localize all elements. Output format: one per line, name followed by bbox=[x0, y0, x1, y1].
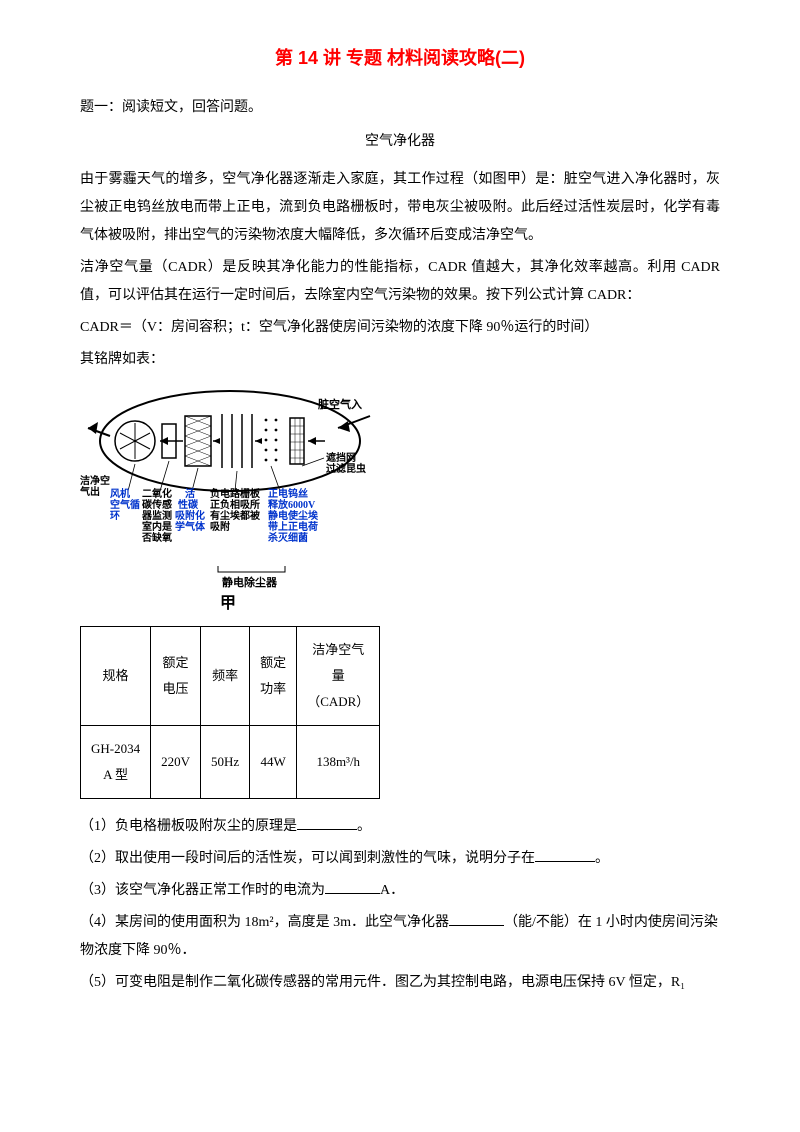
q4-text: （4）某房间的使用面积为 18m²，高度是 3m．此空气净化器 bbox=[80, 915, 449, 930]
svg-text:遮挡网: 遮挡网 bbox=[326, 451, 356, 464]
svg-text:正负相吸所: 正负相吸所 bbox=[210, 498, 260, 511]
td-cadr: 138m³/h bbox=[297, 726, 380, 799]
svg-text:洁净空: 洁净空 bbox=[80, 474, 110, 487]
svg-text:碳传感: 碳传感 bbox=[142, 498, 172, 511]
paragraph-1: 由于雾霾天气的增多，空气净化器逐渐走入家庭，其工作过程（如图甲）是：脏空气进入净… bbox=[80, 166, 720, 250]
blank-4 bbox=[449, 912, 504, 926]
svg-text:带上正电荷: 带上正电荷 bbox=[268, 520, 318, 533]
svg-text:有尘埃都被: 有尘埃都被 bbox=[210, 509, 261, 522]
svg-text:吸附化: 吸附化 bbox=[175, 509, 205, 522]
q1-end: 。 bbox=[357, 819, 371, 834]
question-1: （1）负电格栅板吸附灰尘的原理是 。 bbox=[80, 813, 720, 841]
q3-text: （3）该空气净化器正常工作时的电流为 bbox=[80, 883, 325, 898]
svg-text:二氧化: 二氧化 bbox=[142, 487, 172, 500]
svg-text:活: 活 bbox=[185, 487, 195, 500]
spec-table: 规格 额定 电压 频率 额定 功率 洁净空气 量 （CADR） GH‐2034 … bbox=[80, 626, 380, 799]
q3-end: A． bbox=[380, 883, 404, 898]
svg-text:器监测: 器监测 bbox=[141, 509, 172, 522]
th-spec: 规格 bbox=[81, 627, 151, 726]
paragraph-3: 其铭牌如表： bbox=[80, 346, 720, 374]
intro-text: 题一：阅读短文，回答问题。 bbox=[80, 94, 720, 122]
svg-text:负电路栅板: 负电路栅板 bbox=[210, 487, 261, 500]
page-title: 第 14 讲 专题 材料阅读攻略(二) bbox=[80, 40, 720, 76]
th-freq: 频率 bbox=[201, 627, 250, 726]
svg-text:过滤昆虫: 过滤昆虫 bbox=[326, 462, 366, 475]
svg-text:吸附: 吸附 bbox=[210, 520, 230, 533]
svg-text:风机: 风机 bbox=[110, 487, 130, 500]
diagram-container: 脏空气入 bbox=[80, 386, 720, 616]
q2-end: 。 bbox=[595, 851, 609, 866]
svg-text:正电钨丝: 正电钨丝 bbox=[268, 487, 308, 500]
svg-text:气出: 气出 bbox=[80, 485, 100, 498]
td-freq: 50Hz bbox=[201, 726, 250, 799]
svg-text:性碳: 性碳 bbox=[177, 498, 199, 511]
svg-text:释放6000V: 释放6000V bbox=[268, 498, 316, 511]
svg-text:环: 环 bbox=[110, 510, 120, 522]
svg-text:空气循: 空气循 bbox=[110, 498, 140, 511]
td-voltage: 220V bbox=[151, 726, 201, 799]
purifier-diagram: 脏空气入 bbox=[80, 386, 380, 616]
svg-text:否缺氧: 否缺氧 bbox=[141, 531, 172, 544]
th-power: 额定 功率 bbox=[250, 627, 297, 726]
paragraph-2a: 洁净空气量（CADR）是反映其净化能力的性能指标，CADR 值越大，其净化效率越… bbox=[80, 254, 720, 310]
td-power: 44W bbox=[250, 726, 297, 799]
q1-text: （1）负电格栅板吸附灰尘的原理是 bbox=[80, 819, 297, 834]
question-2: （2）取出使用一段时间后的活性炭，可以闻到刺激性的气味，说明分子在 。 bbox=[80, 845, 720, 873]
th-voltage: 额定 电压 bbox=[151, 627, 201, 726]
svg-text:脏空气入: 脏空气入 bbox=[318, 397, 362, 411]
question-3: （3）该空气净化器正常工作时的电流为 A． bbox=[80, 877, 720, 905]
svg-text:室内是: 室内是 bbox=[142, 520, 172, 533]
paragraph-2b: CADR＝（V：房间容积；t：空气净化器使房间污染物的浓度下降 90％运行的时间… bbox=[80, 314, 720, 342]
svg-text:杀灭细菌: 杀灭细菌 bbox=[268, 531, 308, 544]
svg-text:学气体: 学气体 bbox=[175, 520, 206, 533]
question-4: （4）某房间的使用面积为 18m²，高度是 3m．此空气净化器（能/不能）在 1… bbox=[80, 909, 720, 965]
blank-2 bbox=[535, 848, 595, 862]
svg-text:静电除尘器: 静电除尘器 bbox=[222, 575, 278, 589]
svg-text:甲: 甲 bbox=[220, 594, 236, 612]
svg-text:静电使尘埃: 静电使尘埃 bbox=[268, 509, 319, 522]
th-cadr: 洁净空气 量 （CADR） bbox=[297, 627, 380, 726]
blank-3 bbox=[325, 880, 380, 894]
blank-1 bbox=[297, 816, 357, 830]
q2-text: （2）取出使用一段时间后的活性炭，可以闻到刺激性的气味，说明分子在 bbox=[80, 851, 535, 866]
td-model: GH‐2034 A 型 bbox=[81, 726, 151, 799]
subtitle: 空气净化器 bbox=[80, 128, 720, 156]
question-5: （5）可变电阻是制作二氧化碳传感器的常用元件．图乙为其控制电路，电源电压保持 6… bbox=[80, 969, 720, 997]
